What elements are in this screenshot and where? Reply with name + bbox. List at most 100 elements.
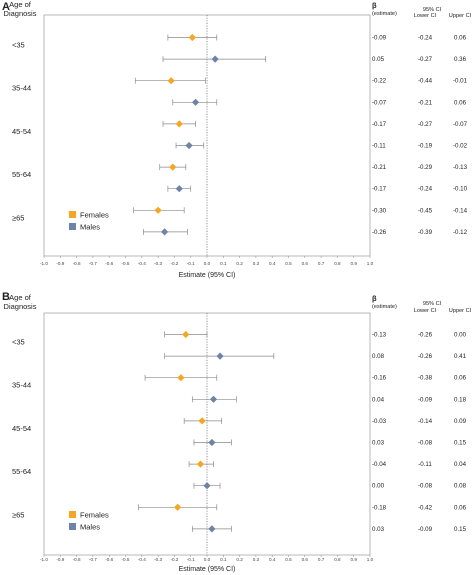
table-cell-upper: -0.01: [453, 78, 468, 85]
estimate-marker-male: [211, 55, 219, 63]
table-cell-estimate: 0.05: [372, 56, 385, 63]
x-tick-label: -0.8: [73, 557, 81, 562]
table-cell-estimate: -0.07: [372, 99, 387, 106]
table-cell-lower: -0.14: [418, 418, 433, 425]
x-tick-label: 0.6: [302, 557, 309, 562]
table-cell-upper: 0.08: [454, 483, 467, 490]
x-tick-label: -0.7: [89, 261, 97, 266]
x-tick-label: 0.2: [236, 557, 243, 562]
x-tick-label: 0.6: [302, 261, 309, 266]
legend-swatch: [69, 223, 76, 230]
estimate-marker-male: [216, 352, 224, 360]
x-tick-label: 0.7: [318, 261, 325, 266]
legend-swatch: [69, 523, 76, 530]
x-tick-label: 0.5: [285, 261, 292, 266]
table-cell-estimate: -0.16: [372, 375, 387, 382]
table-cell-upper: 0.06: [454, 375, 467, 382]
estimate-marker-male: [175, 185, 183, 193]
x-tick-label: 0.5: [285, 557, 292, 562]
x-tick-label: -0.9: [56, 261, 64, 266]
table-cell-lower: -0.11: [418, 461, 432, 468]
table-cell-estimate: -0.30: [372, 207, 387, 214]
x-tick-label: -0.2: [170, 557, 178, 562]
x-tick-label: 0.4: [269, 261, 276, 266]
x-tick-label: 0.4: [269, 557, 276, 562]
table-cell-upper: -0.02: [453, 143, 468, 150]
estimate-marker-female: [175, 120, 183, 128]
table-header-beta: β: [372, 294, 377, 303]
table-cell-upper: 0.06: [454, 99, 467, 106]
table-cell-lower: -0.42: [418, 504, 433, 511]
table-cell-estimate: -0.09: [372, 35, 387, 42]
table-cell-upper: 0.00: [454, 332, 467, 339]
age-group-label: 45-54: [12, 127, 31, 136]
row-header-line-1: Age of: [9, 293, 32, 302]
table-header-ci: 95% CI: [423, 7, 442, 13]
table-header-lower: Lower CI: [414, 13, 437, 19]
table-header-upper: Upper CI: [449, 308, 472, 314]
x-tick-label: -0.9: [56, 557, 64, 562]
table-cell-lower: -0.19: [418, 143, 433, 150]
legend-swatch: [69, 511, 76, 518]
table-cell-lower: -0.45: [418, 207, 433, 214]
estimate-marker-male: [161, 228, 169, 236]
table-cell-lower: -0.38: [418, 375, 433, 382]
x-tick-label: 0.3: [253, 261, 260, 266]
table-cell-lower: -0.24: [418, 186, 433, 193]
age-group-label: 55-64: [12, 467, 31, 476]
x-tick-label: 0.0: [204, 557, 211, 562]
table-cell-lower: -0.08: [418, 440, 433, 447]
row-header-line-2: Diagnosis: [4, 9, 37, 18]
age-group-label: ≥65: [12, 213, 24, 222]
x-tick-label: -0.5: [122, 557, 130, 562]
table-cell-upper: 0.09: [454, 418, 467, 425]
table-cell-upper: 0.41: [454, 353, 467, 360]
x-tick-label: -0.6: [105, 557, 113, 562]
table-cell-lower: -0.08: [418, 483, 433, 490]
legend-swatch: [69, 211, 76, 218]
table-header-upper: Upper CI: [449, 13, 472, 19]
x-tick-label: -1.0: [40, 557, 48, 562]
estimate-marker-female: [196, 460, 205, 468]
x-tick-label: -0.3: [154, 261, 162, 266]
table-cell-estimate: -0.11: [372, 143, 386, 150]
x-tick-label: 1.0: [367, 557, 374, 562]
table-header-lower: Lower CI: [414, 308, 437, 314]
x-tick-label: 0.2: [236, 261, 243, 266]
table-cell-lower: -0.27: [418, 56, 433, 63]
table-cell-lower: -0.39: [418, 229, 433, 236]
x-tick-label: -0.8: [73, 261, 81, 266]
table-cell-estimate: -0.17: [372, 121, 387, 128]
x-tick-label: -0.6: [105, 261, 113, 266]
table-cell-estimate: -0.13: [372, 332, 387, 339]
x-tick-label: 0.8: [334, 261, 341, 266]
table-cell-upper: -0.12: [453, 229, 468, 236]
estimate-marker-male: [191, 98, 200, 106]
table-cell-upper: -0.07: [453, 121, 468, 128]
estimate-marker-female: [154, 206, 162, 214]
panel-letter: A: [2, 1, 10, 13]
table-header-beta: β: [372, 1, 377, 10]
estimate-marker-male: [208, 525, 216, 533]
x-tick-label: -1.0: [40, 261, 48, 266]
table-cell-estimate: 0.04: [372, 396, 385, 403]
x-tick-label: -0.1: [187, 557, 195, 562]
estimate-marker-female: [167, 77, 175, 85]
x-tick-label: -0.1: [187, 261, 195, 266]
estimate-marker-female: [174, 503, 182, 511]
row-header-line-2: Diagnosis: [4, 302, 37, 311]
table-cell-estimate: -0.04: [372, 461, 387, 468]
x-tick-label: 0.0: [204, 261, 211, 266]
table-cell-upper: -0.13: [453, 164, 468, 171]
age-group-label: <35: [12, 41, 25, 50]
estimate-marker-male: [208, 438, 216, 447]
table-cell-upper: 0.04: [454, 461, 467, 468]
estimate-marker-female: [188, 33, 196, 42]
estimate-marker-female: [182, 330, 190, 339]
legend-label: Males: [80, 223, 100, 232]
table-header-beta-sub: (estimate): [372, 304, 397, 310]
table-cell-estimate: -0.26: [372, 229, 387, 236]
age-group-label: 35-44: [12, 84, 31, 93]
table-cell-estimate: 0.08: [372, 353, 385, 360]
